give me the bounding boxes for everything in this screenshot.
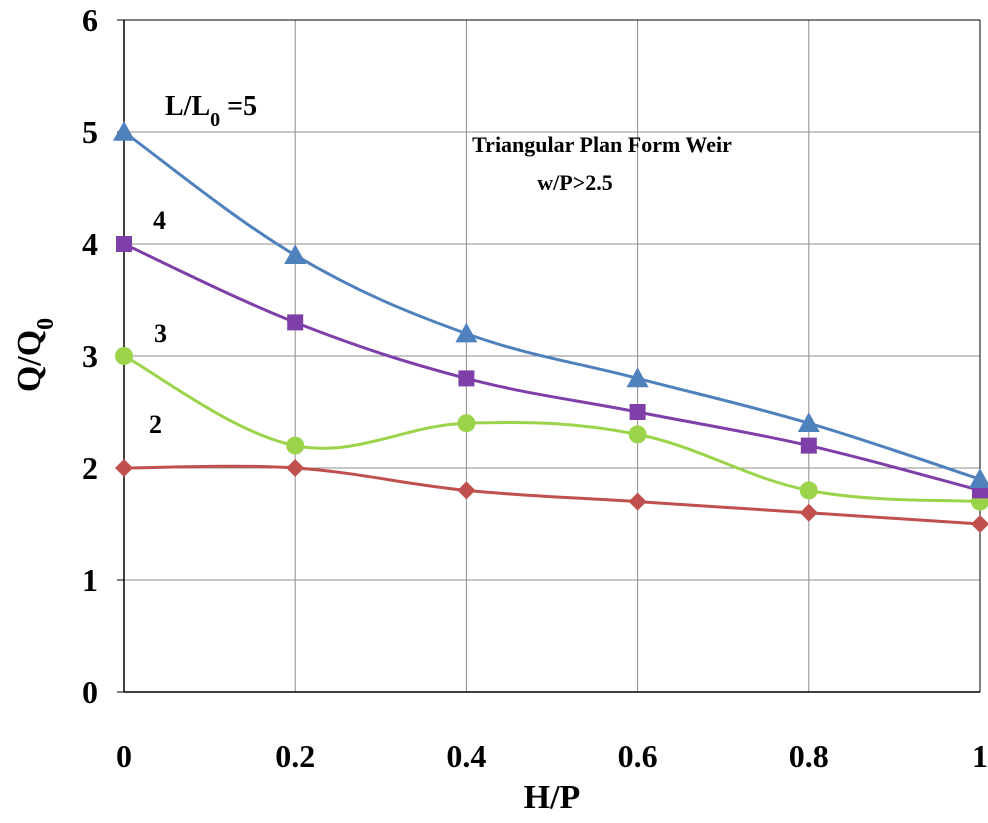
series <box>113 121 988 533</box>
series-label-5-sub: 0 <box>210 109 220 131</box>
x-tick-label: 0.8 <box>789 738 829 774</box>
x-tick-label: 0.2 <box>275 738 315 774</box>
marker-circle <box>457 414 476 433</box>
series-label-5-main: L/L <box>165 91 210 122</box>
marker-circle <box>628 425 647 444</box>
x-axis-title: H/P <box>524 779 581 816</box>
marker-diamond <box>457 481 476 500</box>
marker-square <box>458 370 475 387</box>
series-line <box>123 354 981 504</box>
marker-diamond <box>799 503 818 522</box>
marker-square <box>629 404 646 420</box>
series-label-2: 2 <box>149 410 162 439</box>
y-axis-title-main: Q/Q <box>11 330 48 392</box>
marker-diamond <box>971 515 988 533</box>
y-tick-label: 1 <box>82 562 98 598</box>
series-label-4: 4 <box>153 206 166 235</box>
x-tick-label: 0.6 <box>618 738 658 774</box>
series-label-5-tail: =5 <box>220 91 257 122</box>
marker-square <box>287 314 304 331</box>
marker-triangle <box>113 121 135 141</box>
chart-title: Triangular Plan Form Weir <box>472 132 732 157</box>
tick-labels: 0 0.2 0.4 0.6 0.8 1 0 1 2 3 4 5 6 <box>82 2 988 774</box>
x-tick-label: 0 <box>116 738 132 774</box>
y-tick-label: 5 <box>82 114 98 150</box>
y-axis-title: Q/Q0 <box>11 318 59 392</box>
y-tick-label: 4 <box>82 226 98 262</box>
marker-diamond <box>286 459 305 477</box>
x-tick-label: 0.4 <box>446 738 486 774</box>
marker-triangle <box>455 322 478 343</box>
series-2 <box>115 459 988 533</box>
y-tick-label: 3 <box>82 338 98 374</box>
marker-triangle <box>626 367 649 388</box>
series-l-l0-5 <box>113 121 988 488</box>
marker-triangle <box>969 468 988 488</box>
series-line <box>123 242 981 492</box>
series-label-5: L/L0 =5 <box>165 91 257 131</box>
y-tick-label: 6 <box>82 2 98 38</box>
chart-subtitle: w/P>2.5 <box>537 170 612 195</box>
marker-square <box>116 236 132 252</box>
marker-circle <box>799 481 818 500</box>
marker-triangle <box>797 412 820 432</box>
marker-diamond <box>115 459 133 477</box>
series-3 <box>115 347 988 511</box>
y-axis-title-sub: 0 <box>33 318 59 330</box>
marker-circle <box>115 347 133 365</box>
series-4 <box>116 236 988 499</box>
marker-diamond <box>628 492 647 511</box>
marker-triangle <box>284 244 307 264</box>
y-tick-label: 2 <box>82 450 98 486</box>
marker-square <box>800 437 817 454</box>
series-line <box>123 130 981 481</box>
marker-circle <box>286 436 305 455</box>
series-label-3: 3 <box>154 319 167 348</box>
y-tick-label: 0 <box>82 674 98 710</box>
series-line <box>123 464 981 526</box>
x-tick-label: 1 <box>972 738 988 774</box>
